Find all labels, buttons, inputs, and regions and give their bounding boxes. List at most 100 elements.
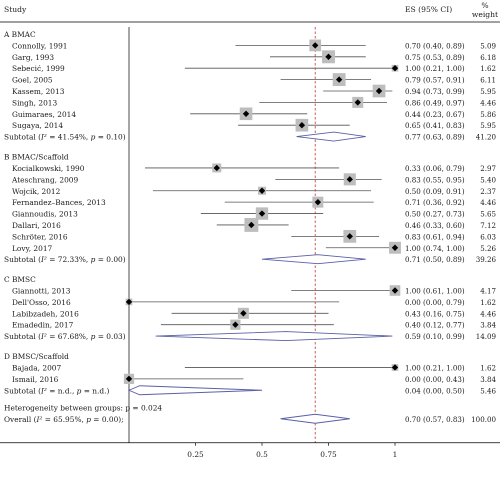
weight-value: 2.37 (480, 187, 496, 196)
es-ci-value: 0.94 (0.73, 0.99) (405, 87, 465, 96)
weight-value: 4.46 (480, 309, 496, 318)
study-name: Goel, 2005 (12, 76, 53, 85)
weight-value: 7.12 (480, 221, 496, 230)
study-name: Connolly, 1991 (12, 41, 68, 50)
es-ci-value: 1.00 (0.61, 1.00) (405, 287, 465, 296)
point-estimate (346, 176, 353, 183)
es-ci-value: 0.86 (0.49, 0.97) (405, 98, 465, 107)
study-name: Singh, 2013 (12, 98, 57, 107)
weight-value: 5.09 (480, 41, 496, 50)
study-name: Emadedin, 2017 (12, 321, 74, 330)
subtotal-weight: 41.20 (476, 133, 497, 142)
weight-value: 4.46 (480, 98, 496, 107)
weight-value: 5.40 (480, 175, 496, 184)
subtotal-es-ci: 0.04 (0.00, 0.50) (405, 386, 465, 395)
study-name: Giannoudis, 2013 (12, 210, 78, 219)
x-tick-label: 0.25 (187, 450, 204, 459)
es-ci-value: 1.00 (0.21, 1.00) (405, 64, 465, 73)
overall-weight: 100.00 (471, 415, 496, 424)
point-estimate (258, 210, 266, 217)
es-ci-value: 0.00 (0.00, 0.43) (405, 375, 465, 384)
header-weight: weight (472, 10, 498, 19)
es-ci-value: 0.43 (0.16, 0.75) (405, 309, 465, 318)
es-ci-value: 0.79 (0.57, 0.91) (405, 76, 465, 85)
study-name: Fernandez–Bances, 2013 (12, 198, 106, 207)
study-name: Schröter, 2016 (12, 232, 68, 241)
weight-value: 3.84 (480, 321, 496, 330)
point-estimate (125, 375, 133, 383)
study-name: Dell'Osso, 2016 (12, 298, 71, 307)
weight-value: 1.62 (480, 363, 496, 372)
weight-value: 6.11 (480, 76, 496, 85)
weight-value: 1.62 (480, 298, 496, 307)
es-ci-value: 1.00 (0.74, 1.00) (405, 244, 465, 253)
es-ci-value: 0.83 (0.61, 0.94) (405, 232, 465, 241)
weight-value: 5.95 (480, 87, 496, 96)
subtotal-diamond (296, 131, 366, 142)
es-ci-value: 0.70 (0.40, 0.89) (405, 41, 465, 50)
overall-label: Overall (I² = 65.95%, p = 0.00); (4, 415, 124, 424)
heterogeneity-between: Heterogeneity between groups: p = 0.024 (4, 403, 162, 412)
point-estimate (298, 122, 306, 129)
study-name: Wojcik, 2012 (12, 187, 60, 196)
weight-value: 6.03 (480, 232, 496, 241)
point-estimate (375, 87, 383, 95)
point-estimate (232, 321, 239, 328)
point-estimate (242, 110, 250, 117)
subtotal-label: Subtotal (I² = 67.68%, p = 0.03) (4, 332, 126, 341)
es-ci-value: 0.50 (0.27, 0.73) (405, 210, 465, 219)
point-estimate (312, 42, 319, 49)
weight-value: 5.95 (480, 121, 496, 130)
subtotal-diamond (155, 331, 393, 342)
weight-value: 6.18 (480, 53, 496, 62)
point-estimate (391, 244, 399, 251)
subtotal-diamond (127, 385, 263, 396)
overall-diamond (280, 413, 350, 424)
point-estimate (240, 310, 247, 317)
subtotal-weight: 14.09 (476, 332, 497, 341)
weight-value: 5.65 (480, 210, 496, 219)
es-ci-value: 0.65 (0.41, 0.83) (405, 121, 465, 130)
subtotal-label: Subtotal (I² = n.d., p = n.d.) (4, 386, 109, 395)
es-ci-value: 0.40 (0.12, 0.77) (405, 321, 465, 330)
es-ci-value: 0.44 (0.23, 0.67) (405, 110, 465, 119)
point-estimate (391, 287, 399, 294)
point-estimate (248, 221, 255, 229)
subtotal-weight: 39.26 (476, 255, 497, 264)
point-estimate (258, 187, 266, 194)
group-title-2: C BMSC (4, 275, 36, 284)
subtotal-es-ci: 0.77 (0.63, 0.89) (405, 133, 465, 142)
group-title-3: D BMSC/Scaffold (4, 352, 69, 361)
es-ci-value: 0.71 (0.36, 0.92) (405, 198, 465, 207)
x-tick-label: 0.5 (256, 450, 268, 459)
point-estimate (213, 164, 220, 172)
header-study: Study (4, 5, 27, 14)
es-ci-value: 0.33 (0.06, 0.79) (405, 164, 465, 173)
es-ci-value: 0.83 (0.55, 0.95) (405, 175, 465, 184)
weight-value: 4.17 (480, 287, 496, 296)
point-estimate (354, 99, 361, 106)
study-name: Giannotti, 2013 (12, 287, 71, 296)
weight-value: 4.46 (480, 198, 496, 207)
header-es: ES (95% CI) (405, 5, 452, 14)
header-weight-symbol: % (481, 1, 488, 10)
es-ci-value: 0.50 (0.09, 0.91) (405, 187, 465, 196)
point-estimate (346, 233, 353, 240)
study-name: Dallari, 2016 (12, 221, 61, 230)
study-name: Labibzadeh, 2016 (12, 309, 79, 318)
weight-value: 2.97 (480, 164, 496, 173)
es-ci-value: 1.00 (0.21, 1.00) (405, 363, 465, 372)
overall-es-ci: 0.70 (0.57, 0.83) (405, 415, 465, 424)
point-estimate (391, 364, 399, 371)
weight-value: 1.62 (480, 64, 496, 73)
point-estimate (391, 65, 399, 72)
study-name: Guimaraes, 2014 (12, 110, 76, 119)
study-name: Garg, 1993 (12, 53, 54, 62)
es-ci-value: 0.00 (0.00, 0.79) (405, 298, 465, 307)
subtotal-es-ci: 0.59 (0.10, 0.99) (405, 332, 465, 341)
subtotal-label: Subtotal (I² = 72.33%, p = 0.00) (4, 255, 126, 264)
point-estimate (125, 298, 133, 306)
group-title-0: A BMAC (3, 30, 36, 39)
study-name: Kassem, 2013 (12, 87, 65, 96)
